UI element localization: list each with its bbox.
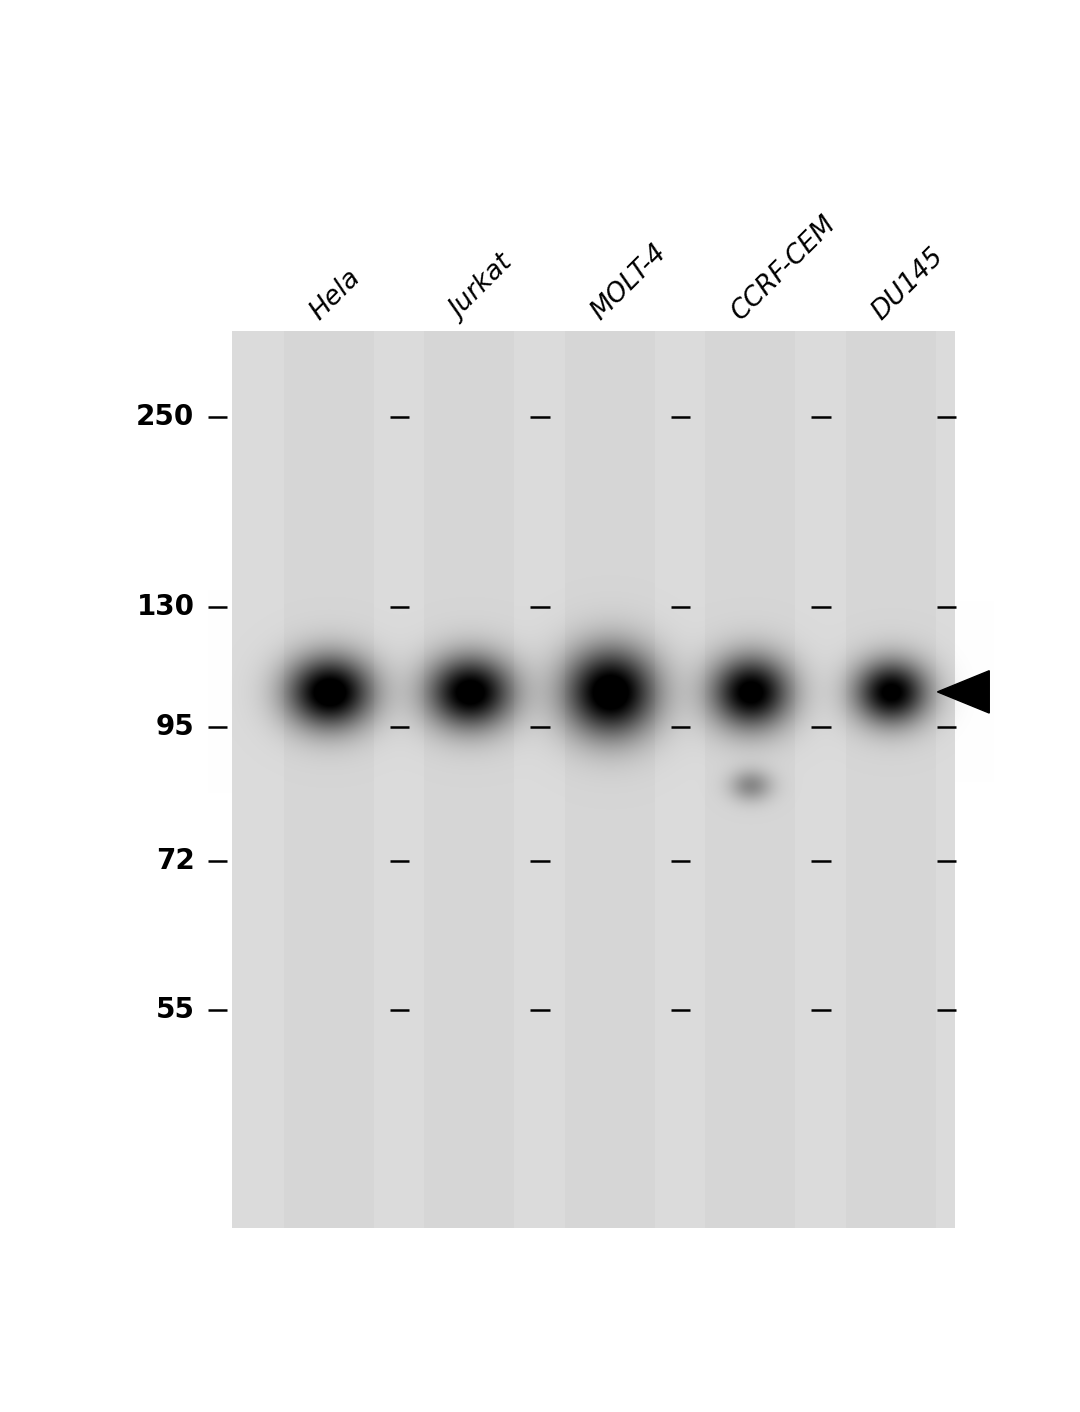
Text: Hela: Hela <box>306 264 366 325</box>
Text: DU145: DU145 <box>867 243 949 325</box>
Text: 95: 95 <box>156 713 194 741</box>
Text: MOLT-4: MOLT-4 <box>586 239 672 325</box>
Text: CCRF-CEM: CCRF-CEM <box>727 210 841 325</box>
Text: 72: 72 <box>156 847 194 875</box>
Text: 55: 55 <box>156 995 194 1024</box>
Text: 250: 250 <box>136 402 194 431</box>
Polygon shape <box>937 671 989 713</box>
Text: 130: 130 <box>136 593 194 621</box>
Text: Jurkat: Jurkat <box>446 251 518 325</box>
